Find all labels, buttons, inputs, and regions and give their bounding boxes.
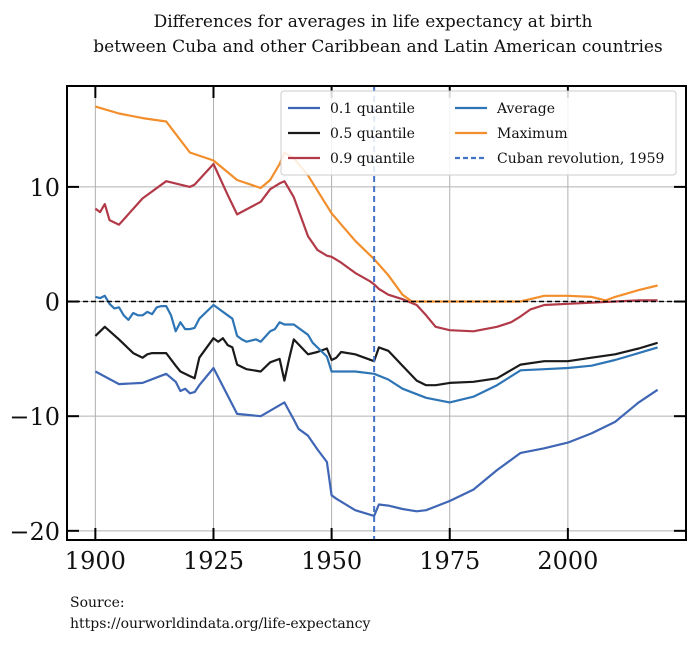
legend: 0.1 quantile 0.5 quantile 0.9 quantile Aver… — [280, 90, 677, 176]
source-label: Source: — [70, 595, 125, 611]
y-tick-label: −20 — [9, 518, 60, 546]
chart-title-line-1: Differences for averages in life expecta… — [154, 12, 593, 32]
legend-label-1: 0.5 quantile — [330, 126, 415, 142]
source-url[interactable]: https://ourworldindata.org/life-expectan… — [70, 616, 371, 632]
series-line-3 — [95, 294, 658, 404]
series-lines — [94, 105, 659, 517]
x-tick-label: 2000 — [537, 547, 598, 575]
x-tick-label: 1950 — [301, 547, 362, 575]
legend-label-4: Maximum — [497, 126, 568, 142]
series-line-2 — [94, 162, 658, 333]
y-tick-label: −10 — [9, 403, 60, 431]
x-tick-label: 1975 — [419, 547, 480, 575]
legend-label-3: Average — [496, 101, 555, 117]
y-axis: 10 0 −10 −20 — [9, 174, 686, 546]
plot-frame — [66, 85, 687, 541]
chart-title-line-2: between Cuba and other Caribbean and Lat… — [93, 37, 662, 57]
legend-label-2: 0.9 quantile — [330, 151, 415, 167]
y-tick-label: 0 — [45, 289, 60, 317]
x-axis: 1900 1925 1950 1975 2000 — [65, 86, 598, 575]
y-tick-label: 10 — [29, 174, 60, 202]
series-line-4 — [95, 105, 658, 303]
x-tick-label: 1900 — [65, 547, 126, 575]
legend-label-5: Cuban revolution, 1959 — [497, 151, 664, 167]
series-line-1 — [94, 325, 658, 387]
series-line-0 — [94, 366, 659, 517]
legend-label-0: 0.1 quantile — [330, 101, 415, 117]
x-tick-label: 1925 — [183, 547, 244, 575]
